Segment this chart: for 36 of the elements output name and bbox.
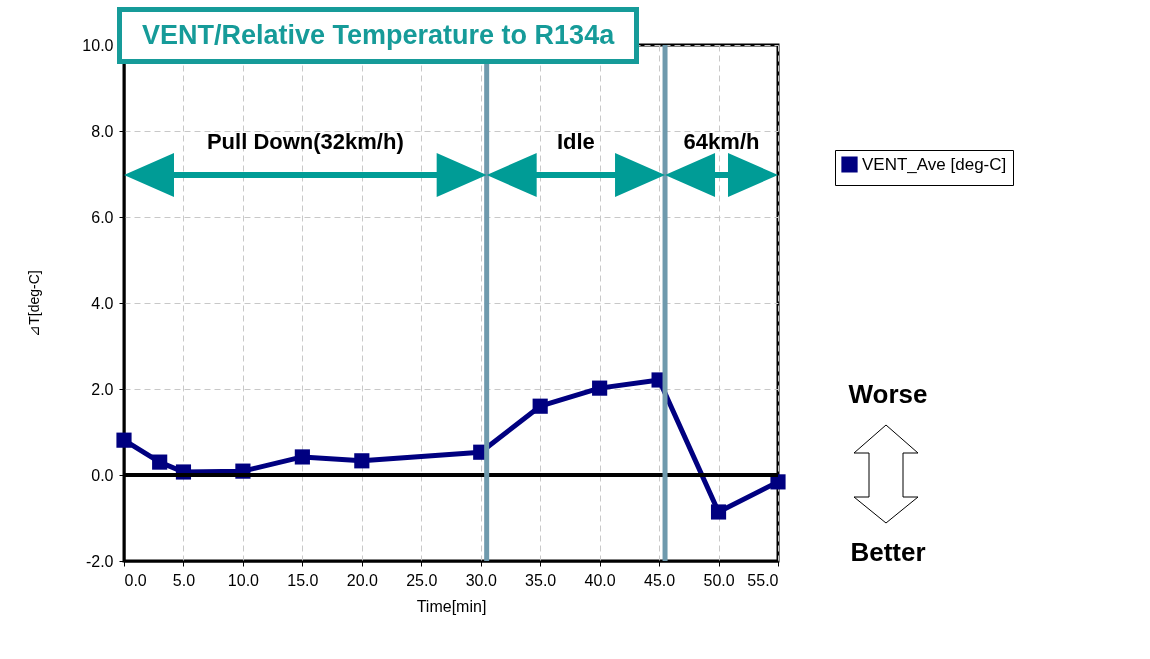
y-tick-label: 0.0 <box>91 466 114 484</box>
x-tick-label: 0.0 <box>124 571 147 589</box>
chart-title: VENT/Relative Temperature to R134a <box>117 7 640 64</box>
x-tick-label: 40.0 <box>584 571 616 589</box>
point <box>592 380 608 396</box>
x-tick-label: 10.0 <box>227 571 260 589</box>
text: Better <box>850 537 926 567</box>
x-tick-label: 15.0 <box>287 571 319 589</box>
x-tick-label: 5.0 <box>172 571 196 589</box>
point <box>152 454 168 470</box>
point <box>770 474 786 490</box>
point <box>116 432 132 448</box>
x-tick-label: 50.0 <box>703 571 735 589</box>
y-tick-label: 2.0 <box>91 380 114 398</box>
point <box>710 504 727 520</box>
x-tick-label: 30.0 <box>465 571 497 589</box>
x-tick-label: 55.0 <box>747 571 779 589</box>
y-tick-label: 6.0 <box>91 208 114 226</box>
text: Worse <box>848 379 928 409</box>
x-tick-label: 35.0 <box>525 571 557 589</box>
x-tick-label: 25.0 <box>406 571 438 589</box>
point <box>294 449 310 465</box>
annotation: Idle <box>556 129 595 154</box>
y-axis-title: ⊿T[deg-C] <box>26 270 43 337</box>
annotation: 64km/h <box>683 129 760 154</box>
y-tick-label: 10.0 <box>82 36 114 54</box>
y-tick-label: 4.0 <box>91 294 114 312</box>
x-tick-label: 45.0 <box>644 571 676 589</box>
legend-label: VENT_Ave [deg-C] <box>862 154 1007 174</box>
annotation: Pull Down(32km/h) <box>206 129 404 154</box>
y-tick-label: 8.0 <box>91 122 114 140</box>
x-tick-label: 20.0 <box>346 571 378 589</box>
y-tick-label: -2.0 <box>85 552 114 570</box>
point <box>532 398 548 414</box>
point <box>354 453 370 469</box>
x-axis-title: Time[min] <box>416 597 487 615</box>
